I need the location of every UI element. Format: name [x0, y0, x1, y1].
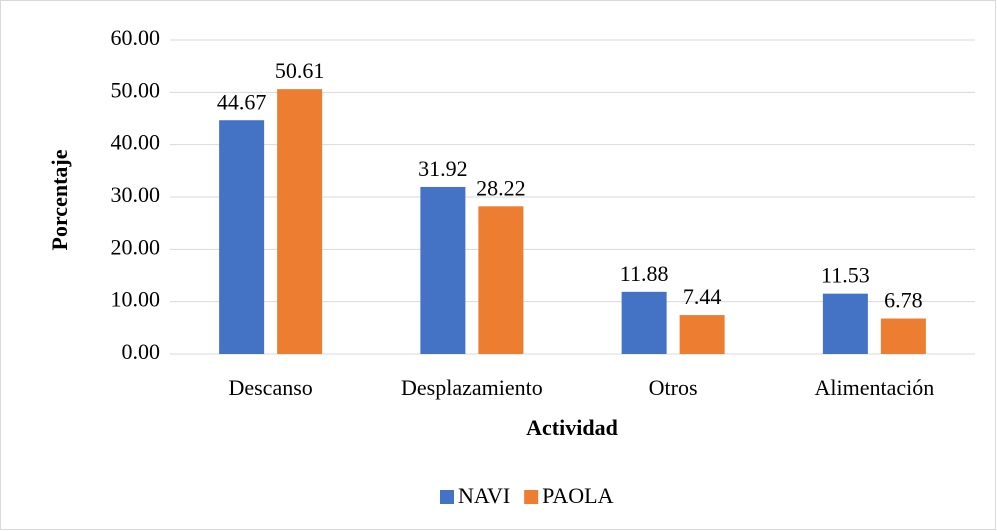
bar [621, 291, 667, 354]
data-label: 31.92 [418, 156, 468, 181]
data-label: 50.61 [275, 58, 325, 83]
data-label: 44.67 [217, 89, 267, 114]
data-label: 11.53 [821, 263, 870, 288]
bar [880, 318, 926, 354]
bar [219, 120, 265, 355]
y-tick-label: 60.00 [111, 25, 161, 50]
data-label: 28.22 [476, 175, 526, 200]
x-tick-label: Otros [649, 375, 698, 400]
legend-label: NAVI [458, 483, 510, 508]
data-label: 11.88 [620, 261, 669, 286]
y-tick-label: 20.00 [111, 234, 161, 259]
y-tick-label: 50.00 [111, 77, 161, 102]
x-tick-label: Desplazamiento [401, 375, 543, 400]
bar [420, 186, 466, 354]
legend-swatch [524, 490, 539, 504]
y-tick-label: 40.00 [111, 130, 161, 155]
data-label: 6.78 [884, 288, 923, 313]
y-tick-label: 10.00 [111, 287, 161, 312]
data-label: 7.44 [683, 284, 722, 309]
x-axis-title: Actividad [526, 415, 618, 440]
x-tick-label: Descanso [228, 375, 312, 400]
legend-label: PAOLA [542, 483, 613, 508]
bar [822, 293, 868, 354]
bar [277, 89, 323, 355]
y-axis-title: Porcentaje [47, 149, 72, 250]
y-tick-label: 30.00 [111, 182, 161, 207]
y-tick-label: 0.00 [122, 339, 161, 364]
legend-swatch [440, 490, 454, 504]
bar [478, 206, 524, 354]
bar [679, 315, 725, 354]
x-tick-label: Alimentación [815, 375, 935, 400]
